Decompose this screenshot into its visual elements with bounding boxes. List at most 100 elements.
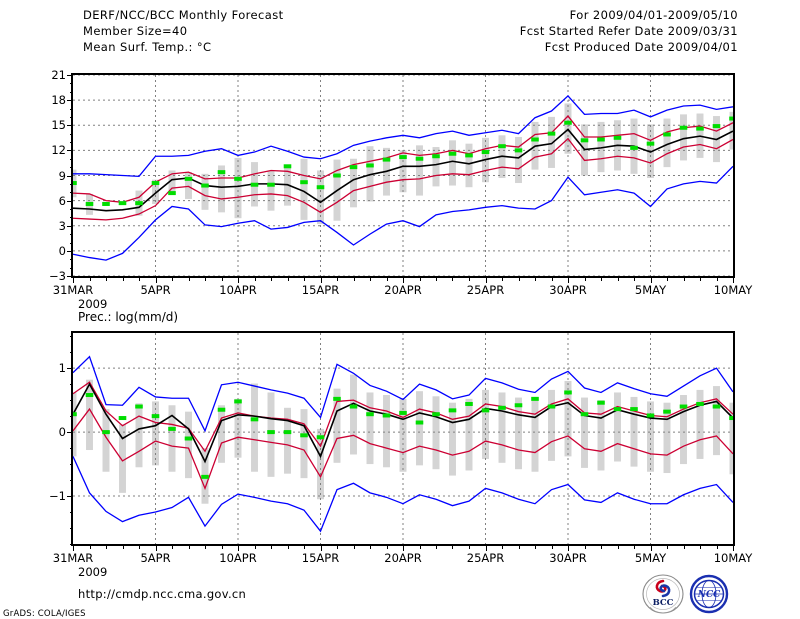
x-axis-tick-mark xyxy=(486,546,487,551)
ensemble-spread-bar xyxy=(416,145,423,196)
x-axis-tick-label: 20APR xyxy=(384,283,422,297)
x-axis-tick-mark xyxy=(651,546,652,551)
x-axis-tick-mark xyxy=(469,278,470,281)
x-axis-tick-mark xyxy=(717,278,718,281)
x-axis-tick-mark xyxy=(304,546,305,549)
x-axis-tick-mark xyxy=(535,546,536,549)
x-axis-tick-mark xyxy=(271,278,272,281)
website-url[interactable]: http://cmdp.ncc.cma.gov.cn xyxy=(78,587,247,601)
x-axis-tick-label: 10MAY xyxy=(713,551,753,565)
x-axis-tick-mark xyxy=(618,278,619,281)
x-axis-tick-mark xyxy=(189,546,190,549)
y-axis-minor-tick xyxy=(70,259,73,260)
x-axis-tick-mark xyxy=(634,278,635,281)
series-line xyxy=(73,95,733,178)
x-axis-tick-mark xyxy=(304,278,305,281)
x-axis-tick-label: 31MAR xyxy=(52,551,94,565)
y-axis-minor-tick xyxy=(70,226,73,227)
y-axis-minor-tick xyxy=(70,75,73,76)
y-axis-minor-tick xyxy=(70,159,73,160)
x-axis-tick-mark xyxy=(436,546,437,549)
y-axis-minor-tick xyxy=(70,251,73,252)
y-axis-tick-label: 0 xyxy=(58,425,66,440)
ensemble-spread-bar xyxy=(86,379,93,451)
ensemble-spread-bar xyxy=(333,388,341,463)
x-axis-tick-mark xyxy=(354,278,355,281)
series-line xyxy=(73,355,733,433)
y-axis-minor-tick xyxy=(70,496,73,497)
x-axis-tick-mark xyxy=(90,546,91,549)
x-axis-tick-mark xyxy=(667,278,668,281)
x-axis-tick-mark xyxy=(552,278,553,281)
y-axis-minor-tick xyxy=(70,125,73,126)
x-axis-tick-label: 5APR xyxy=(140,283,171,297)
x-axis-tick-label: 30APR xyxy=(549,283,587,297)
y-axis-tick-label: 3 xyxy=(58,218,66,233)
x-axis-tick-mark xyxy=(535,278,536,281)
x-axis-tick-label: 10APR xyxy=(219,551,257,565)
y-axis-minor-tick xyxy=(70,243,73,244)
ensemble-spread-bar xyxy=(350,158,357,208)
x-axis-tick-mark xyxy=(222,546,223,549)
ensemble-spread-bar xyxy=(432,396,440,470)
ensemble-spread-bar xyxy=(185,172,192,199)
ensemble-spread-bar xyxy=(135,403,143,468)
x-axis-tick-mark xyxy=(519,278,520,281)
y-axis-tick-label: 12 xyxy=(51,143,66,158)
ensemble-spread-bar xyxy=(729,402,733,475)
ncc-logo: NCC xyxy=(687,574,731,614)
y-axis-tick-label: 1 xyxy=(58,361,66,376)
x-axis-tick-mark xyxy=(255,546,256,549)
y-axis-minor-tick xyxy=(70,134,73,135)
x-axis-tick-mark xyxy=(139,278,140,281)
x-axis-tick-mark xyxy=(370,278,371,281)
y-axis-tick-label: 18 xyxy=(51,93,66,108)
x-axis-tick-mark xyxy=(156,278,157,283)
x-axis-tick-mark xyxy=(222,278,223,281)
x-axis-tick-mark xyxy=(667,546,668,549)
y-axis-minor-tick xyxy=(70,268,73,269)
x-axis-tick-mark xyxy=(321,278,322,283)
x-axis-year-label: 2009 xyxy=(78,297,108,311)
x-axis-tick-mark xyxy=(700,546,701,549)
x-axis-tick-mark xyxy=(634,546,635,549)
ensemble-spread-bar xyxy=(366,392,374,465)
x-axis-tick-label: 25APR xyxy=(466,283,505,297)
x-axis-tick-mark xyxy=(585,546,586,549)
ensemble-spread-bar xyxy=(663,402,671,474)
x-axis-tick-mark xyxy=(337,278,338,281)
series-line xyxy=(73,381,733,453)
x-axis-tick-mark xyxy=(156,546,157,551)
x-axis-tick-label: 5MAY xyxy=(634,283,667,297)
y-axis-minor-tick xyxy=(70,201,73,202)
series-line xyxy=(73,137,733,221)
ensemble-spread-bar xyxy=(383,395,390,468)
y-axis-minor-tick xyxy=(70,209,73,210)
y-axis-tick-label: 0 xyxy=(58,243,66,258)
x-axis-tick-mark xyxy=(700,278,701,281)
x-axis-tick-mark xyxy=(123,546,124,549)
ensemble-spread-bar xyxy=(548,389,555,461)
y-axis-minor-tick xyxy=(70,544,73,545)
y-axis-minor-tick xyxy=(70,234,73,235)
ensemble-spread-bar xyxy=(168,170,176,195)
x-axis-tick-mark xyxy=(139,546,140,549)
ensemble-spread-bar xyxy=(597,400,605,471)
ensemble-spread-bar xyxy=(366,146,374,202)
x-axis-tick-mark xyxy=(585,278,586,281)
temperature-unit-label: Mean Surf. Temp.: °C xyxy=(83,40,212,54)
x-axis-tick-mark xyxy=(387,278,388,281)
ensemble-spread-bar xyxy=(267,392,275,477)
y-axis-minor-tick xyxy=(70,432,73,433)
x-axis-tick-mark xyxy=(552,546,553,549)
ensemble-spread-bar xyxy=(713,386,720,456)
x-axis-tick-mark xyxy=(337,546,338,549)
x-axis-tick-mark xyxy=(73,546,74,551)
ensemble-spread-bar xyxy=(581,397,588,468)
y-axis-minor-tick xyxy=(70,109,73,110)
x-axis-tick-mark xyxy=(502,278,503,281)
x-axis-tick-mark xyxy=(172,278,173,281)
series-line xyxy=(73,115,733,203)
